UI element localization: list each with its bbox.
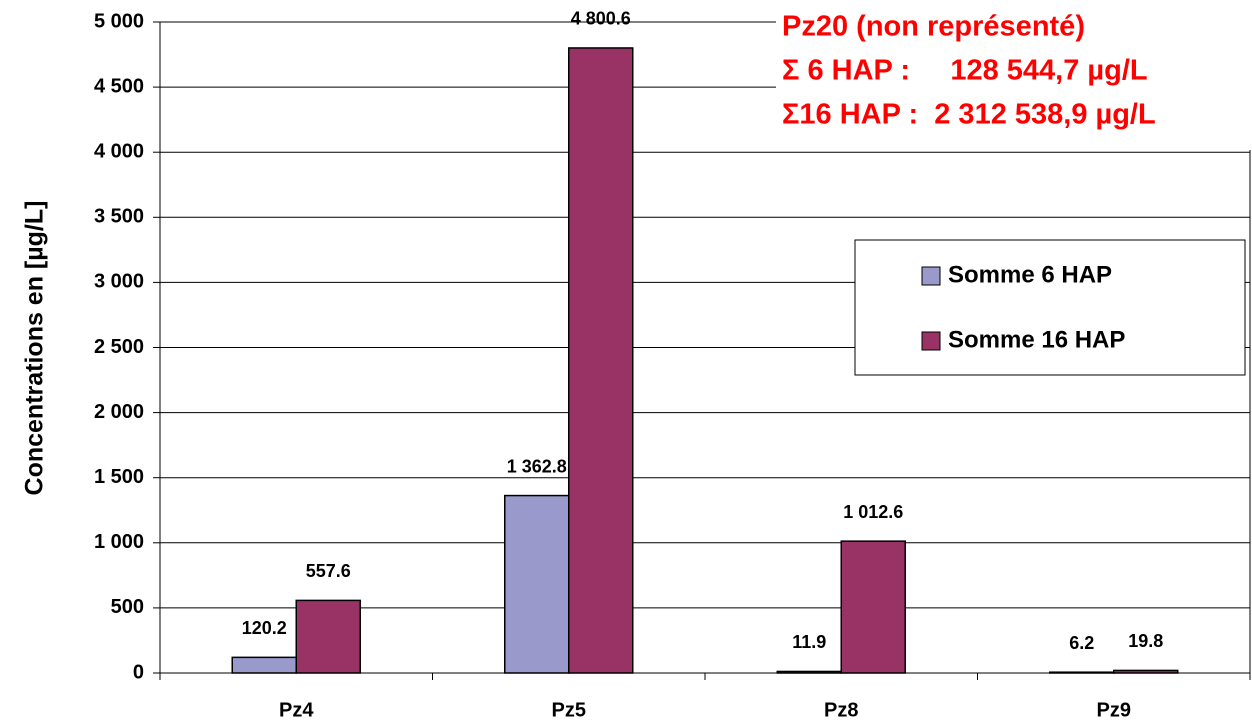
annotation: Σ16 HAP : 2 312 538,9 µg/L	[782, 99, 1156, 131]
y-tick-label: 5 000	[94, 10, 144, 32]
x-tick-label: Pz8	[824, 699, 858, 721]
bar	[1113, 669, 1179, 674]
y-tick-label: 4 000	[94, 140, 144, 162]
data-label: 11.9	[792, 632, 826, 652]
legend-swatch	[921, 266, 941, 286]
legend-label: Somme 6 HAP	[948, 261, 1112, 288]
y-tick-label: 3 500	[94, 206, 144, 228]
bar	[840, 540, 906, 674]
x-tick-label: Pz9	[1097, 699, 1131, 721]
bar	[776, 670, 842, 674]
annotation: Σ 6 HAP : 128 544,7 µg/L	[782, 55, 1148, 87]
data-label: 120.2	[242, 618, 287, 638]
y-tick-label: 3 000	[94, 271, 144, 293]
y-tick-label: 2 500	[94, 336, 144, 358]
y-tick-label: 1 500	[94, 466, 144, 488]
legend-box	[854, 239, 1246, 376]
x-tick-label: Pz4	[279, 699, 314, 721]
bar	[1049, 671, 1115, 674]
bar	[295, 599, 361, 674]
x-tick-label: Pz5	[552, 699, 586, 721]
legend-label: Somme 16 HAP	[948, 326, 1125, 353]
data-label: 557.6	[306, 561, 351, 581]
y-tick-label: 500	[111, 596, 144, 618]
y-axis-label: Concentrations en [µg/L]	[21, 201, 49, 496]
data-label: 4 800.6	[571, 9, 631, 29]
data-label: 6.2	[1069, 633, 1094, 653]
annotation-background	[776, 0, 1252, 150]
legend-swatch	[921, 331, 941, 351]
y-tick-label: 2 000	[94, 401, 144, 423]
y-tick-label: 4 500	[94, 75, 144, 97]
y-tick-label: 0	[133, 661, 144, 683]
data-label: 1 362.8	[507, 456, 567, 476]
y-tick-label: 1 000	[94, 531, 144, 553]
bar	[231, 656, 297, 674]
data-label: 19.8	[1128, 631, 1163, 651]
annotation: Pz20 (non représenté)	[782, 11, 1085, 43]
bar	[568, 47, 634, 674]
data-label: 1 012.6	[843, 502, 903, 522]
bar	[504, 494, 570, 674]
